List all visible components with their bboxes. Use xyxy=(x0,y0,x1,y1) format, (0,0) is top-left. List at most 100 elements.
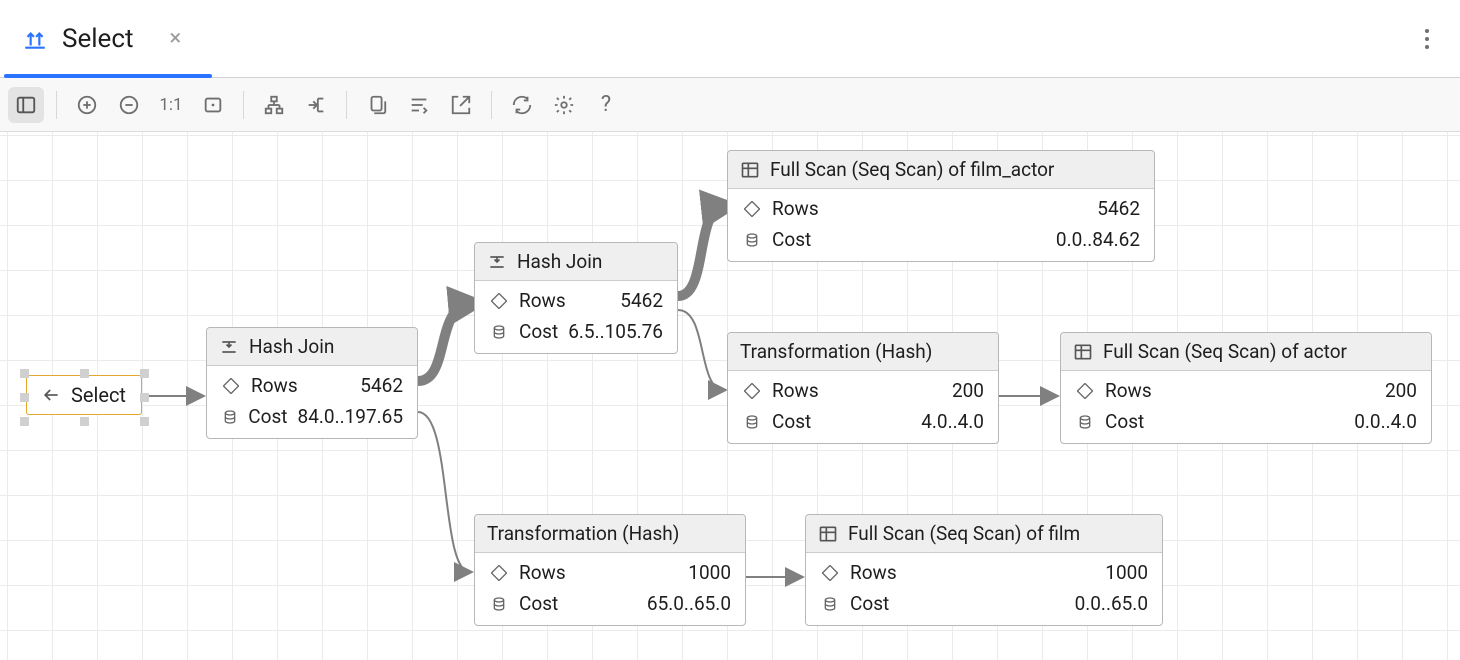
rows-label: Rows xyxy=(772,379,819,402)
node-title: Hash Join xyxy=(517,250,602,273)
cost-icon xyxy=(1075,414,1095,430)
cost-label: Cost xyxy=(772,228,811,251)
node-row-cost: Cost 65.0..65.0 xyxy=(475,588,745,619)
hashjoin-icon xyxy=(219,337,239,357)
node-title: Full Scan (Seq Scan) of film_actor xyxy=(770,158,1054,181)
cost-label: Cost xyxy=(519,320,558,343)
cost-value: 6.5..105.76 xyxy=(568,320,663,343)
rows-value: 5462 xyxy=(620,289,663,312)
zoom-reset-label: 1:1 xyxy=(155,95,186,115)
selection-handle[interactable] xyxy=(80,417,89,426)
node-title: Full Scan (Seq Scan) of film xyxy=(848,522,1080,545)
edge xyxy=(678,207,723,296)
edge xyxy=(418,412,470,572)
node-full-scan-film-actor[interactable]: Full Scan (Seq Scan) of film_actorRows54… xyxy=(727,150,1155,262)
node-full-scan-film[interactable]: Full Scan (Seq Scan) of film Rows1000 Cost… xyxy=(805,514,1163,626)
layout-button[interactable] xyxy=(256,87,292,123)
help-button[interactable]: ? xyxy=(588,87,624,123)
rows-label: Rows xyxy=(519,561,566,584)
copy-button[interactable] xyxy=(359,87,395,123)
tab-underline xyxy=(4,74,212,78)
cost-value: 84.0..197.65 xyxy=(298,405,403,428)
cost-value: 65.0..65.0 xyxy=(647,592,731,615)
details-button[interactable] xyxy=(401,87,437,123)
rows-label: Rows xyxy=(519,289,566,312)
plan-icon xyxy=(22,26,48,52)
tab-select[interactable]: Select × xyxy=(22,0,189,77)
selection-handle[interactable] xyxy=(80,369,89,378)
node-body: Rows1000 Cost 0.0..65.0 xyxy=(806,553,1162,625)
table-icon xyxy=(818,524,838,544)
selection-handle[interactable] xyxy=(20,393,29,402)
node-body: Rows200Cost4.0..4.0 xyxy=(728,371,998,443)
node-title: Transformation (Hash) xyxy=(487,522,679,545)
zoom-out-button[interactable] xyxy=(111,87,147,123)
cost-label: Cost xyxy=(519,592,558,615)
node-hash-join-1[interactable]: Hash JoinRows5462Cost84.0..197.65 xyxy=(206,327,418,439)
rows-icon xyxy=(742,383,762,399)
node-row-rows: Rows1000 xyxy=(806,557,1162,588)
selection-handle[interactable] xyxy=(140,417,149,426)
node-row-rows: Rows 1000 xyxy=(475,557,745,588)
gear-icon[interactable] xyxy=(546,87,582,123)
cost-label: Cost xyxy=(248,405,287,428)
zoom-in-button[interactable] xyxy=(69,87,105,123)
cost-value: 0.0..84.62 xyxy=(1056,228,1140,251)
table-icon xyxy=(740,160,760,180)
cost-value: 0.0..65.0 xyxy=(1075,592,1148,615)
node-transform-hash-actor[interactable]: Transformation (Hash)Rows200Cost4.0..4.0 xyxy=(727,332,999,444)
rows-label: Rows xyxy=(251,374,298,397)
node-hash-join-2[interactable]: Hash Join Rows 5462 Cost 6.5..105.76 xyxy=(474,242,678,354)
step-into-button[interactable] xyxy=(298,87,334,123)
selection-handle[interactable] xyxy=(140,393,149,402)
node-header: Full Scan (Seq Scan) of film_actor xyxy=(728,151,1154,189)
cost-value: 4.0..4.0 xyxy=(921,410,984,433)
node-body: Rows5462 Cost 84.0..197.65 xyxy=(207,366,417,438)
close-icon[interactable]: × xyxy=(161,22,189,55)
cost-label: Cost xyxy=(850,592,889,615)
diagram-canvas[interactable]: Select Hash Join Rows 5462 Cost 84.0..197.65… xyxy=(0,132,1460,660)
node-row-rows: Rows200 xyxy=(728,375,998,406)
arrow-left-icon xyxy=(41,385,61,405)
more-icon[interactable] xyxy=(1418,22,1436,56)
rows-value: 1000 xyxy=(688,561,731,584)
node-row-rows: Rows 5462 xyxy=(475,285,677,316)
table-icon xyxy=(1073,342,1093,362)
node-row-cost: Cost4.0..4.0 xyxy=(728,406,998,437)
node-header: Transformation (Hash) xyxy=(728,333,998,371)
node-row-rows: Rows200 xyxy=(1061,375,1431,406)
fit-button[interactable] xyxy=(195,87,231,123)
node-select-terminal[interactable]: Select xyxy=(26,375,142,415)
node-header: Transformation (Hash) xyxy=(475,515,745,553)
node-body: Rows 5462 Cost 6.5..105.76 xyxy=(475,281,677,353)
rows-value: 1000 xyxy=(1105,561,1148,584)
toolbar-separator xyxy=(56,91,57,119)
cost-icon xyxy=(742,232,762,248)
node-row-cost: Cost 0.0..84.62 xyxy=(728,224,1154,255)
rows-icon xyxy=(489,293,509,309)
toolbar: 1:1 ? xyxy=(0,78,1460,132)
node-row-rows: Rows5462 xyxy=(207,370,417,401)
cost-icon xyxy=(742,414,762,430)
refresh-button[interactable] xyxy=(504,87,540,123)
node-row-cost: Cost 6.5..105.76 xyxy=(475,316,677,347)
selection-handle[interactable] xyxy=(140,369,149,378)
node-body: Rows200Cost0.0..4.0 xyxy=(1061,371,1431,443)
node-full-scan-actor[interactable]: Full Scan (Seq Scan) of actor Rows200Cost… xyxy=(1060,332,1432,444)
node-row-cost: Cost 84.0..197.65 xyxy=(207,401,417,432)
selection-handle[interactable] xyxy=(20,369,29,378)
rows-icon xyxy=(1075,383,1095,399)
tab-title: Select xyxy=(62,24,133,54)
cost-icon xyxy=(489,596,509,612)
toggle-sidebar-button[interactable] xyxy=(8,87,44,123)
zoom-reset-button[interactable]: 1:1 xyxy=(153,87,189,123)
selection-handle[interactable] xyxy=(20,417,29,426)
node-header: Full Scan (Seq Scan) of film xyxy=(806,515,1162,553)
rows-icon xyxy=(820,565,840,581)
node-transform-hash-film[interactable]: Transformation (Hash) Rows 1000 Cost 65.0..6… xyxy=(474,514,746,626)
edge xyxy=(418,304,470,381)
node-title: Full Scan (Seq Scan) of actor xyxy=(1103,340,1347,363)
export-button[interactable] xyxy=(443,87,479,123)
cost-value: 0.0..4.0 xyxy=(1354,410,1417,433)
node-header: Full Scan (Seq Scan) of actor xyxy=(1061,333,1431,371)
